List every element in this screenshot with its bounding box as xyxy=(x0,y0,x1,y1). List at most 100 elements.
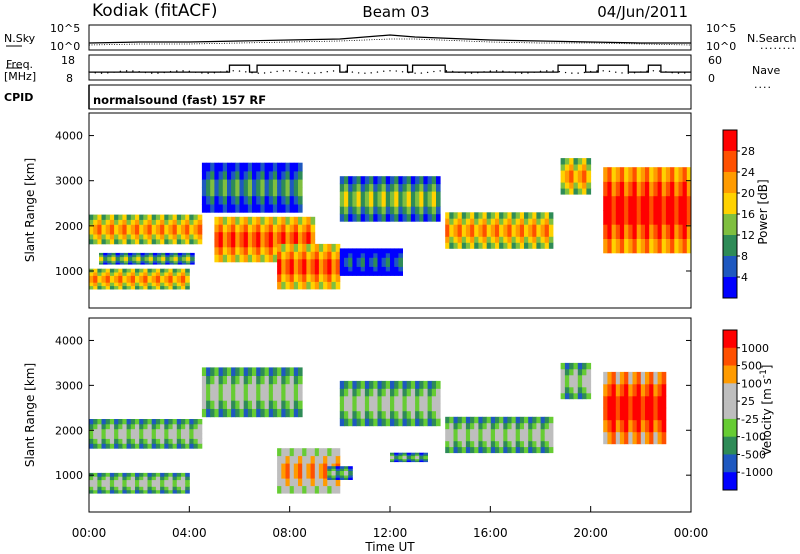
range-cell xyxy=(218,254,224,263)
range-cell xyxy=(615,238,621,254)
range-cell xyxy=(348,477,353,480)
range-cell xyxy=(147,282,153,287)
range-cell xyxy=(210,204,215,213)
velocity-ylabel: Slant Range [km] xyxy=(23,363,37,467)
colorbar-swatch xyxy=(723,193,737,215)
range-cell xyxy=(176,224,182,230)
range-cell xyxy=(302,231,307,240)
range-cell xyxy=(160,278,165,283)
range-cell xyxy=(264,224,270,233)
range-cell xyxy=(252,246,257,255)
range-cell xyxy=(511,422,517,430)
range-cell xyxy=(486,428,492,436)
range-cell xyxy=(449,416,454,424)
range-cell xyxy=(164,229,169,235)
range-cell xyxy=(661,195,667,211)
range-cell xyxy=(453,242,458,249)
range-cell xyxy=(607,167,612,182)
range-cell xyxy=(256,367,261,376)
range-cell xyxy=(143,229,148,235)
nave-dot xyxy=(157,72,159,74)
range-cell xyxy=(151,282,157,287)
range-cell xyxy=(495,236,500,243)
nave-dot xyxy=(163,71,165,74)
range-cell xyxy=(344,257,349,263)
range-cell xyxy=(298,162,303,172)
range-cell xyxy=(465,236,471,243)
range-cell xyxy=(227,400,232,409)
range-cell xyxy=(214,162,219,172)
range-cell xyxy=(649,419,654,433)
range-cell xyxy=(624,395,629,409)
nave-dot xyxy=(357,72,360,74)
range-cell xyxy=(185,479,190,484)
range-cell xyxy=(122,433,127,439)
range-cell xyxy=(645,395,650,409)
range-cell xyxy=(293,170,299,180)
range-cell xyxy=(352,395,357,404)
nave-dot xyxy=(458,71,460,74)
range-cell xyxy=(218,204,224,213)
range-cell xyxy=(427,191,433,200)
range-cell xyxy=(256,231,261,240)
nave-dot xyxy=(219,71,222,73)
nave-dot xyxy=(445,70,448,72)
range-cell xyxy=(168,423,173,430)
colorbar-swatch xyxy=(723,472,737,491)
range-cell xyxy=(201,195,207,205)
range-cell xyxy=(222,392,228,401)
range-cell xyxy=(360,418,366,427)
range-cell xyxy=(540,218,546,225)
range-cell xyxy=(155,275,161,280)
range-cell xyxy=(101,472,107,477)
range-cell xyxy=(490,422,496,430)
range-cell xyxy=(235,254,240,263)
range-cell xyxy=(582,368,587,376)
range-cell xyxy=(155,272,161,276)
range-cell xyxy=(247,246,253,255)
range-cell xyxy=(490,416,496,424)
range-cell xyxy=(130,443,136,449)
range-cell xyxy=(260,254,265,263)
range-cell xyxy=(453,446,458,454)
range-cell xyxy=(135,423,140,430)
range-cell xyxy=(101,214,107,220)
range-cell xyxy=(344,206,349,215)
range-cell xyxy=(339,466,345,469)
range-cell xyxy=(268,408,274,418)
range-cell xyxy=(653,195,658,211)
range-cell xyxy=(410,183,416,192)
range-cell xyxy=(423,403,428,412)
range-cell xyxy=(348,418,353,427)
range-cell xyxy=(686,167,692,182)
range-cell xyxy=(310,231,316,240)
range-cell xyxy=(499,416,504,424)
range-cell xyxy=(130,224,136,230)
range-cell xyxy=(449,428,454,436)
range-cell xyxy=(239,383,245,393)
range-cell xyxy=(161,254,166,258)
range-cell xyxy=(415,452,420,455)
range-cell xyxy=(486,242,492,249)
nsky-tick-bottom: 10^0 xyxy=(50,40,80,53)
range-cell xyxy=(640,419,646,433)
range-cell xyxy=(189,428,194,435)
colorbar-tick-label: -100 xyxy=(741,431,766,444)
range-cell xyxy=(181,272,186,276)
range-cell xyxy=(272,216,278,225)
range-cell xyxy=(115,252,121,256)
range-cell xyxy=(344,380,349,389)
range-cell xyxy=(277,187,282,197)
nave-dot xyxy=(677,72,680,74)
range-cell xyxy=(548,428,554,436)
range-cell xyxy=(348,206,353,215)
range-cell xyxy=(615,407,621,421)
range-cell xyxy=(645,195,650,211)
range-cell xyxy=(560,386,566,394)
range-cell xyxy=(661,383,667,397)
range-cell xyxy=(243,246,249,255)
range-cell xyxy=(186,252,191,256)
range-cell xyxy=(168,214,173,220)
range-cell xyxy=(122,278,127,283)
range-cell xyxy=(122,214,127,220)
